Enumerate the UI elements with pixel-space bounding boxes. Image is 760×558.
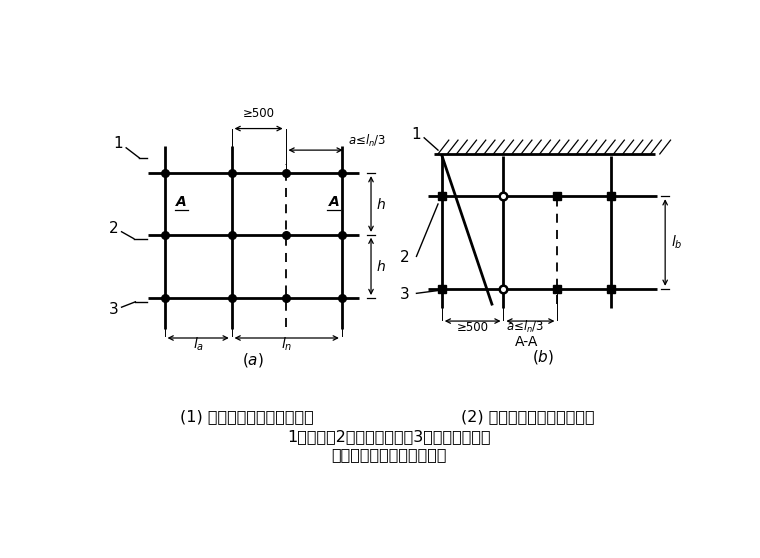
Text: $l_a$: $l_a$ <box>192 336 204 353</box>
Text: $l_b$: $l_b$ <box>671 234 683 251</box>
Text: $a$≤$l_n$/3: $a$≤$l_n$/3 <box>505 319 544 335</box>
Text: $h$: $h$ <box>376 196 386 211</box>
Text: 纵向水平杆对接接头布置。: 纵向水平杆对接接头布置。 <box>332 448 447 463</box>
Text: A: A <box>176 195 187 209</box>
Text: 3: 3 <box>400 287 410 302</box>
Text: $(b)$: $(b)$ <box>532 348 554 365</box>
Text: ≥500: ≥500 <box>457 321 489 334</box>
Text: 2: 2 <box>109 221 119 236</box>
Text: $(a)$: $(a)$ <box>242 350 264 369</box>
Text: $h$: $h$ <box>376 259 386 274</box>
Text: 3: 3 <box>109 302 119 317</box>
Text: ≥500: ≥500 <box>242 107 274 120</box>
Text: (1) 接头不在同步内（立面）: (1) 接头不在同步内（立面） <box>180 409 314 424</box>
Text: 2: 2 <box>400 251 410 266</box>
Text: $a$≤$l_n$/3: $a$≤$l_n$/3 <box>348 132 386 148</box>
Text: A: A <box>328 195 340 209</box>
Text: $l_n$: $l_n$ <box>281 336 293 353</box>
Text: 1一立杆；2一纵向水平杆；3一横向水平杆。: 1一立杆；2一纵向水平杆；3一横向水平杆。 <box>288 429 491 444</box>
Text: A-A: A-A <box>515 335 538 349</box>
Text: 1: 1 <box>412 127 421 142</box>
Text: 1: 1 <box>114 137 123 151</box>
Text: (2) 接头不在同跨内（平面）: (2) 接头不在同跨内（平面） <box>461 409 595 424</box>
